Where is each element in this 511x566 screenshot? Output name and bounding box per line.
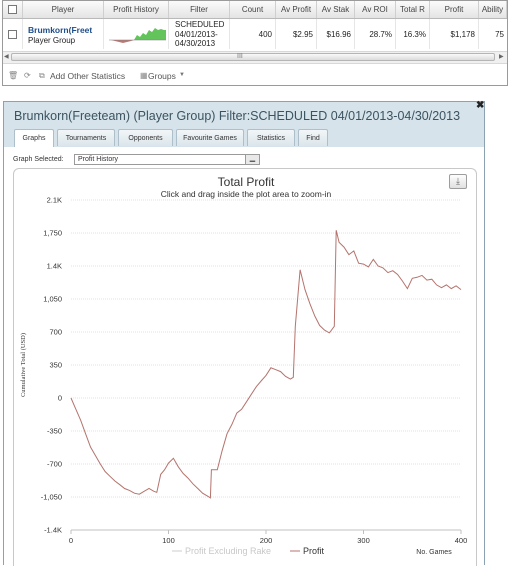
y-tick-label: 700 — [49, 328, 62, 337]
y-tick-label: 2.1K — [47, 196, 62, 205]
tab-tournaments[interactable]: Tournaments — [57, 129, 115, 146]
scrollbar-grip-icon: III — [237, 53, 243, 60]
x-tick-label: 200 — [260, 536, 273, 545]
column-header-av-profit[interactable]: Av Profit — [276, 1, 317, 18]
x-axis-label: No. Games — [416, 549, 452, 556]
filter-line-2: 04/01/2013- — [175, 29, 218, 39]
scrollbar-thumb[interactable]: III — [11, 53, 495, 61]
tab-statistics[interactable]: Statistics — [247, 129, 295, 146]
y-tick-label: -700 — [47, 460, 62, 469]
av-stake-cell: $16.96 — [317, 19, 355, 49]
dropdown-arrow-icon[interactable]: ▁ — [245, 155, 259, 164]
scroll-left-arrow-icon[interactable]: ◀ — [4, 54, 9, 60]
ability-cell: 75 — [495, 29, 504, 39]
y-axis-label: Cumulative Total (USD) — [20, 333, 27, 397]
add-other-statistics-button[interactable]: Add Other Statistics — [50, 71, 126, 81]
column-header-profit[interactable]: Profit — [430, 1, 479, 18]
sparkline-positive-area — [134, 28, 166, 40]
player-group-label: Player Group — [28, 36, 76, 45]
y-tick-label: 350 — [49, 361, 62, 370]
download-icon[interactable]: ⤓ — [449, 174, 467, 189]
legend-label: Profit — [303, 546, 325, 556]
graph-selected-label: Graph Selected: — [13, 156, 64, 163]
x-axis-ticks: 0 100 200 300 400 — [69, 530, 467, 545]
delete-icon[interactable]: 🗑 — [8, 71, 19, 80]
chart-title: Total Profit — [218, 175, 275, 189]
legend-label: Profit Excluding Rake — [185, 546, 271, 556]
groups-icon[interactable]: ▦ — [140, 71, 148, 80]
y-axis-ticks: 2.1K 1,750 1.4K 1,050 700 350 0 -350 -700 -1,050 -… — [41, 196, 62, 535]
chart-container — [13, 168, 477, 566]
tab-opponents[interactable]: Opponents — [118, 129, 173, 146]
y-tick-label: -1,050 — [41, 493, 62, 502]
x-tick-label: 400 — [455, 536, 468, 545]
add-stats-icon[interactable]: ⧉ — [39, 71, 45, 80]
x-tick-label: 0 — [69, 536, 73, 545]
chart-gridlines — [71, 199, 461, 531]
close-icon[interactable]: ✖ — [476, 100, 485, 111]
column-header-player[interactable]: Player — [23, 1, 104, 18]
tab-favourite-games[interactable]: Favourite Games — [176, 129, 244, 146]
player-name-link[interactable]: Brumkorn(Freet — [28, 25, 93, 35]
column-header-total-roi[interactable]: Total R — [396, 1, 430, 18]
graph-select-value: Profit History — [78, 156, 119, 163]
y-tick-label: 1,050 — [43, 295, 62, 304]
row-select-cell — [3, 19, 23, 49]
y-tick-label: 1.4K — [47, 262, 62, 271]
y-tick-label: -350 — [47, 427, 62, 436]
graph-window: Brumkorn(Freeteam) (Player Group) Filter… — [3, 100, 485, 566]
av-profit-cell: $2.95 — [276, 19, 317, 49]
filter-cell: SCHEDULED 04/01/2013- 04/30/2013 — [169, 19, 230, 49]
profit-history-cell — [104, 19, 169, 49]
player-cell[interactable]: Brumkorn(Freet Player Group — [23, 19, 104, 49]
tab-find[interactable]: Find — [298, 129, 328, 146]
profit-history-sparkline — [109, 28, 166, 43]
table-row[interactable]: Brumkorn(Freet Player Group SCHEDULED 04… — [3, 19, 507, 49]
tab-graphs[interactable]: Graphs — [14, 129, 54, 147]
profit-cell: $1,178 — [430, 19, 479, 49]
tab-bar: Graphs Tournaments Opponents Favourite G… — [4, 129, 484, 147]
y-tick-label: 1,750 — [43, 229, 62, 238]
graph-select-dropdown[interactable]: Profit History ▁ — [74, 154, 260, 165]
column-header-count[interactable]: Count — [230, 1, 276, 18]
chart-series — [70, 230, 462, 499]
groups-button[interactable]: Groups — [148, 71, 176, 81]
select-all-checkbox[interactable] — [8, 5, 17, 14]
row-checkbox[interactable] — [8, 30, 17, 39]
chart-legend: Profit Excluding Rake Profit — [172, 546, 325, 556]
column-header-filter[interactable]: Filter — [169, 1, 230, 18]
column-header-av-stake[interactable]: Av Stak — [317, 1, 355, 18]
total-profit-chart[interactable]: Total Profit Click and drag inside the p… — [14, 169, 476, 565]
column-header-av-roi[interactable]: Av ROI — [355, 1, 396, 18]
filter-line-1: SCHEDULED — [175, 20, 225, 29]
scroll-right-arrow-icon[interactable]: ▶ — [499, 54, 504, 60]
x-tick-label: 300 — [357, 536, 370, 545]
series-line-profit — [70, 230, 462, 499]
horizontal-scrollbar[interactable]: ◀ III ▶ — [3, 51, 507, 64]
groups-dropdown-icon[interactable]: ▼ — [179, 72, 185, 78]
count-cell: 400 — [230, 19, 276, 49]
grid-header: Player Profit History Filter Count Av Pr… — [3, 1, 507, 19]
player-grid-panel: Player Profit History Filter Count Av Pr… — [2, 0, 508, 86]
window-title: Brumkorn(Freeteam) (Player Group) Filter… — [14, 109, 461, 123]
av-roi-cell: 28.7% — [355, 19, 396, 49]
chart-subtitle: Click and drag inside the plot area to z… — [161, 189, 332, 199]
window-title-bar[interactable]: Brumkorn(Freeteam) (Player Group) Filter… — [4, 100, 485, 129]
refresh-icon[interactable]: ⟳ — [24, 71, 31, 80]
x-tick-label: 100 — [162, 536, 175, 545]
y-tick-label: 0 — [58, 394, 62, 403]
grid-toolbar: 🗑 ⟳ ⧉ Add Other Statistics ▦ Groups ▼ — [3, 66, 507, 86]
column-header-ability[interactable]: Ability — [479, 1, 507, 18]
total-roi-cell: 16.3% — [396, 19, 430, 49]
sparkline-negative-area — [111, 40, 134, 43]
column-header-profit-history[interactable]: Profit History — [104, 1, 169, 18]
select-all-cell — [3, 1, 23, 18]
y-tick-label: -1.4K — [44, 526, 62, 535]
filter-line-3: 04/30/2013 — [175, 39, 216, 48]
